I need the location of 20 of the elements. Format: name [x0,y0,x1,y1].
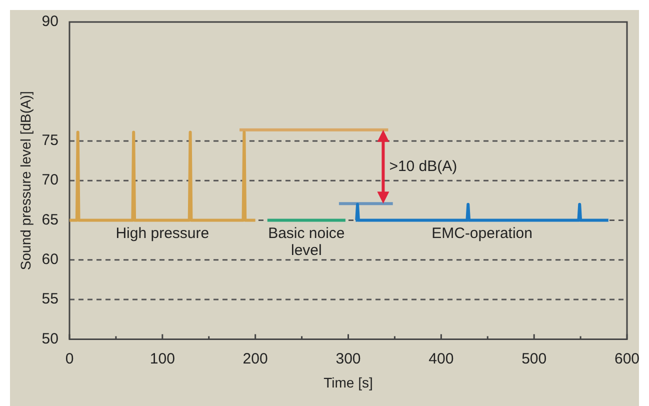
series-label: High pressure [116,224,210,242]
y-tick-label: 90 [42,13,58,30]
y-axis-title: Sound pressure level [dB(A)] [17,91,34,270]
x-tick-label: 600 [614,350,640,368]
y-tick-label: 75 [42,132,58,150]
annotation: >10 dB(A) [389,158,458,175]
y-tick-label: 55 [42,290,58,308]
series-label: Basic noice level [268,224,345,259]
y-tick-label: 60 [42,251,58,268]
y-tick-label: 50 [42,330,58,348]
y-tick-label: 65 [42,211,58,228]
x-tick-label: 0 [65,350,74,368]
y-tick-label: 70 [42,172,58,189]
x-tick-label: 300 [336,350,361,368]
x-tick-label: 200 [242,350,268,368]
x-axis-title: Time [s] [324,374,373,390]
series-label: EMC-operation [432,224,532,242]
x-tick-label: 400 [428,350,454,368]
x-tick-label: 500 [522,350,547,368]
x-tick-label: 100 [150,350,175,368]
